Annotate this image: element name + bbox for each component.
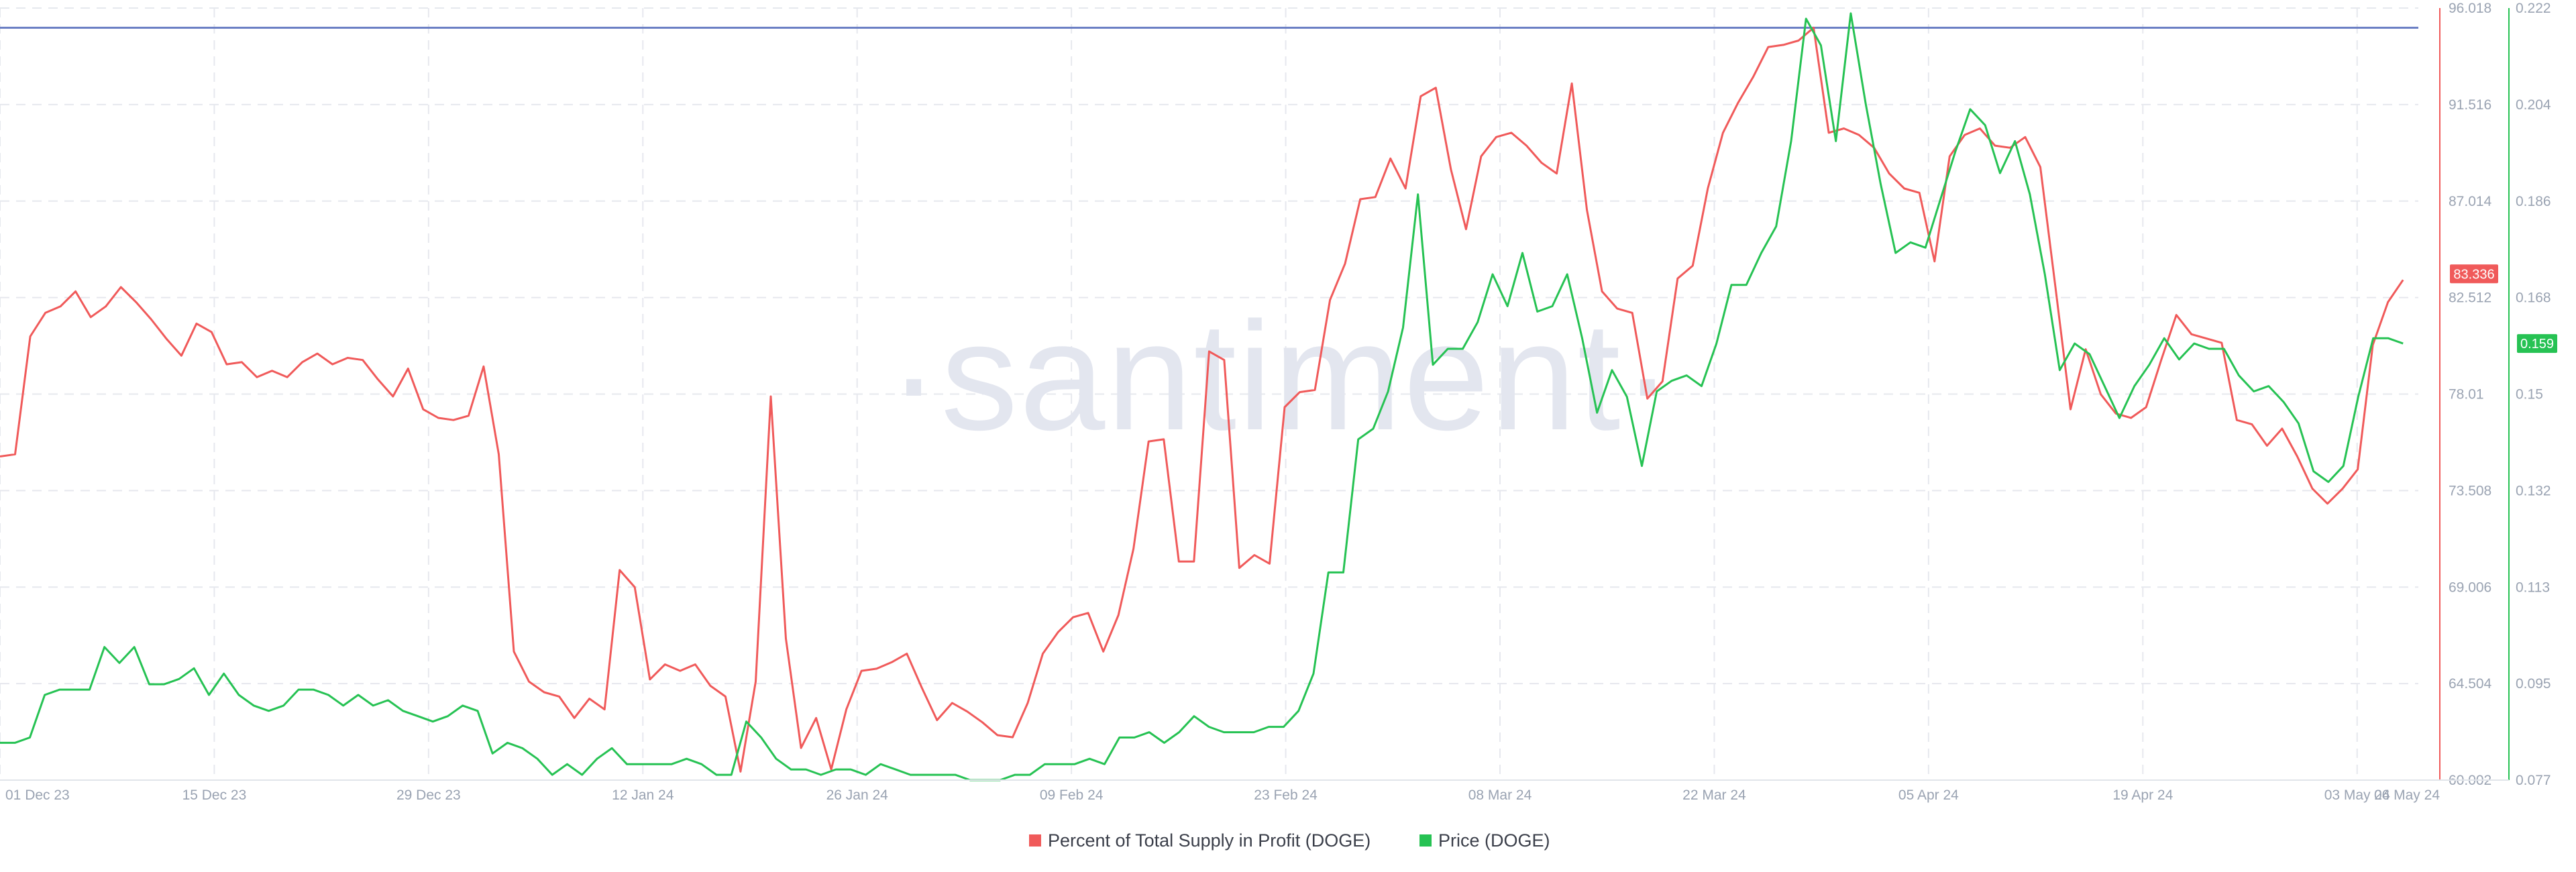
right-axis-tick: 0.204 bbox=[2516, 97, 2551, 113]
profit-value-badge bbox=[2450, 264, 2498, 284]
value-badges: 83.336 0.159 bbox=[2450, 264, 2557, 353]
right-axis-tick: 0.168 bbox=[2516, 290, 2551, 306]
x-axis-tick: 22 Mar 24 bbox=[1682, 787, 1746, 803]
left-axis-tick: 96.018 bbox=[2449, 1, 2491, 16]
legend-item-price[interactable]: Price (DOGE) bbox=[1419, 830, 1550, 851]
left-axis-tick: 87.014 bbox=[2449, 194, 2492, 209]
profit-value-label: 83.336 bbox=[2453, 267, 2494, 282]
right-axis-tick: 0.132 bbox=[2516, 483, 2551, 498]
series-line-profit bbox=[0, 26, 2404, 773]
right-axis-tick: 0.077 bbox=[2516, 773, 2551, 788]
x-axis-tick: 03 May 24 bbox=[2324, 787, 2390, 803]
left-axis-tick: 91.516 bbox=[2449, 97, 2491, 113]
legend-swatch-price bbox=[1419, 834, 1432, 847]
right-axis-tick: 0.186 bbox=[2516, 194, 2551, 209]
x-axis-tick: 23 Feb 24 bbox=[1254, 787, 1318, 803]
legend-label-price: Price (DOGE) bbox=[1438, 830, 1550, 851]
x-axis-tick: 26 Jan 24 bbox=[826, 787, 889, 803]
series-layer bbox=[0, 12, 2404, 781]
left-axis-tick: 64.504 bbox=[2449, 676, 2492, 692]
left-axis-tick: 78.01 bbox=[2449, 387, 2484, 402]
axis-layer: 96.018 0.222 91.516 0.204 87.014 0.186 82.512 0… bbox=[0, 1, 2551, 788]
right-axis-tick: 0.113 bbox=[2516, 580, 2550, 595]
legend-swatch-profit bbox=[1029, 834, 1041, 847]
left-axis-tick: 73.508 bbox=[2449, 483, 2491, 498]
x-axis-tick: 19 Apr 24 bbox=[2112, 787, 2173, 803]
x-axis-labels: 01 Dec 23 15 Dec 23 29 Dec 23 12 Jan 24 26 J… bbox=[5, 787, 2440, 803]
legend-item-profit[interactable]: Percent of Total Supply in Profit (DOGE) bbox=[1029, 830, 1371, 851]
x-axis-tick: 08 Mar 24 bbox=[1468, 787, 1532, 803]
right-axis-tick: 0.222 bbox=[2516, 1, 2551, 16]
x-axis-tick: 06 May 24 bbox=[2374, 787, 2440, 803]
price-value-badge bbox=[2517, 334, 2557, 353]
x-axis-tick: 01 Dec 23 bbox=[5, 787, 70, 803]
x-axis-tick: 09 Feb 24 bbox=[1040, 787, 1104, 803]
right-axis-tick: 0.15 bbox=[2516, 387, 2543, 402]
left-axis-tick: 82.512 bbox=[2449, 290, 2491, 306]
right-axis-tick: 0.095 bbox=[2516, 676, 2551, 692]
series-line-price bbox=[0, 12, 2404, 781]
left-axis-tick: 69.006 bbox=[2449, 580, 2491, 595]
santiment-watermark: ·santiment· bbox=[888, 290, 1674, 462]
price-value-label: 0.159 bbox=[2520, 337, 2554, 351]
x-axis-tick: 15 Dec 23 bbox=[182, 787, 247, 803]
legend[interactable]: Percent of Total Supply in Profit (DOGE)… bbox=[1029, 830, 1550, 851]
x-axis-tick: 05 Apr 24 bbox=[1898, 787, 1959, 803]
legend-label-profit: Percent of Total Supply in Profit (DOGE) bbox=[1048, 830, 1371, 851]
x-axis-tick: 12 Jan 24 bbox=[612, 787, 674, 803]
x-axis-tick: 29 Dec 23 bbox=[396, 787, 461, 803]
